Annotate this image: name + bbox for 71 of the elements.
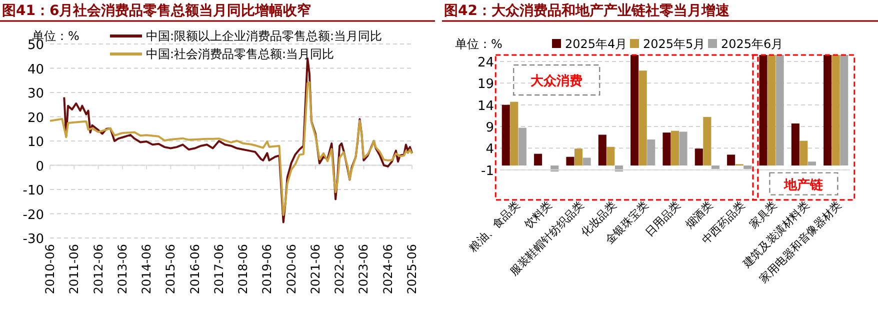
- bar: [647, 140, 656, 166]
- y-tick-label: 14: [477, 98, 494, 114]
- legend-label: 中国:限额以上企业消费品零售总额:当月同比: [146, 29, 382, 43]
- bar: [606, 146, 615, 166]
- y-tick-label: -10: [22, 184, 44, 198]
- chart-title: 图41：6月社会消费品零售总额当月同比增幅收窄: [2, 2, 312, 19]
- y-tick-label: 30: [27, 86, 44, 102]
- x-tick-label: 2024-06: [380, 244, 395, 294]
- x-tick-label: 2011-06: [67, 244, 82, 294]
- bar: [582, 158, 591, 166]
- annotation: 大众消费: [530, 74, 583, 89]
- x-tick-label: 2016-06: [188, 244, 202, 294]
- x-tick-label: 2025-06: [405, 244, 419, 294]
- bar: [800, 140, 808, 166]
- legend-label: 2025年4月: [565, 37, 628, 51]
- y-tick-label: 10: [27, 135, 44, 150]
- x-tick-label: 2020-06: [284, 244, 298, 294]
- x-tick-label: 粮油、食品类: [466, 198, 522, 255]
- bar: [638, 70, 647, 166]
- y-tick-label: -20: [22, 208, 44, 223]
- bar: [744, 166, 752, 169]
- legend-label: 2025年6月: [721, 37, 784, 51]
- y-tick-label: -30: [22, 232, 44, 247]
- bar: [679, 132, 688, 166]
- x-tick-label: 2014-06: [140, 244, 154, 294]
- bar: [824, 55, 832, 166]
- bar: [791, 123, 800, 166]
- y-tick-label: -1: [481, 164, 494, 179]
- bar: [670, 130, 680, 166]
- chart-title: 图42：大众消费品和地产产业链社零当月增速: [444, 2, 730, 19]
- legend-label: 中国:社会消费品零售总额:当月同比: [146, 47, 334, 61]
- x-tick-label: 2019-06: [260, 244, 274, 294]
- bar: [502, 104, 510, 166]
- bar: [574, 148, 583, 166]
- bar: [662, 132, 671, 166]
- bar: [510, 102, 518, 166]
- bar: [711, 166, 720, 169]
- legend-label: 2025年5月: [643, 37, 706, 51]
- bar: [759, 55, 768, 166]
- x-tick-label: 2018-06: [236, 244, 250, 294]
- y-tick-label: 19: [477, 77, 494, 92]
- y-tick-label: 9: [486, 120, 494, 136]
- x-tick-label: 2017-06: [212, 244, 226, 294]
- bar: [566, 156, 574, 166]
- bar: [832, 55, 840, 166]
- x-tick-label: 2015-06: [164, 244, 178, 294]
- bar: [840, 55, 848, 166]
- bar: [598, 134, 606, 166]
- y-tick-label: 4: [486, 142, 494, 158]
- x-tick-label: 2013-06: [115, 244, 130, 294]
- y-tick-label: 40: [27, 62, 44, 78]
- bar: [534, 154, 542, 166]
- bar: [630, 55, 639, 166]
- bar: [767, 55, 776, 166]
- bar: [703, 116, 712, 166]
- bar: [727, 154, 736, 166]
- y-tick-label: 20: [27, 110, 44, 126]
- bar: [518, 128, 526, 166]
- bar: [694, 148, 703, 166]
- y-tick-label: 0: [36, 159, 44, 174]
- text: 单位：%: [455, 37, 502, 51]
- x-tick-label: 2021-06: [308, 244, 322, 294]
- x-tick-label: 2022-06: [332, 244, 347, 294]
- bar: [776, 55, 784, 166]
- y-tick-label: 24: [477, 56, 494, 70]
- text: 地产链: [783, 176, 824, 193]
- line-series: [49, 81, 413, 216]
- x-tick-label: 2023-06: [356, 244, 371, 294]
- x-tick-label: 2012-06: [91, 244, 106, 294]
- x-tick-label: 2010-06: [43, 244, 57, 294]
- bar: [808, 162, 816, 166]
